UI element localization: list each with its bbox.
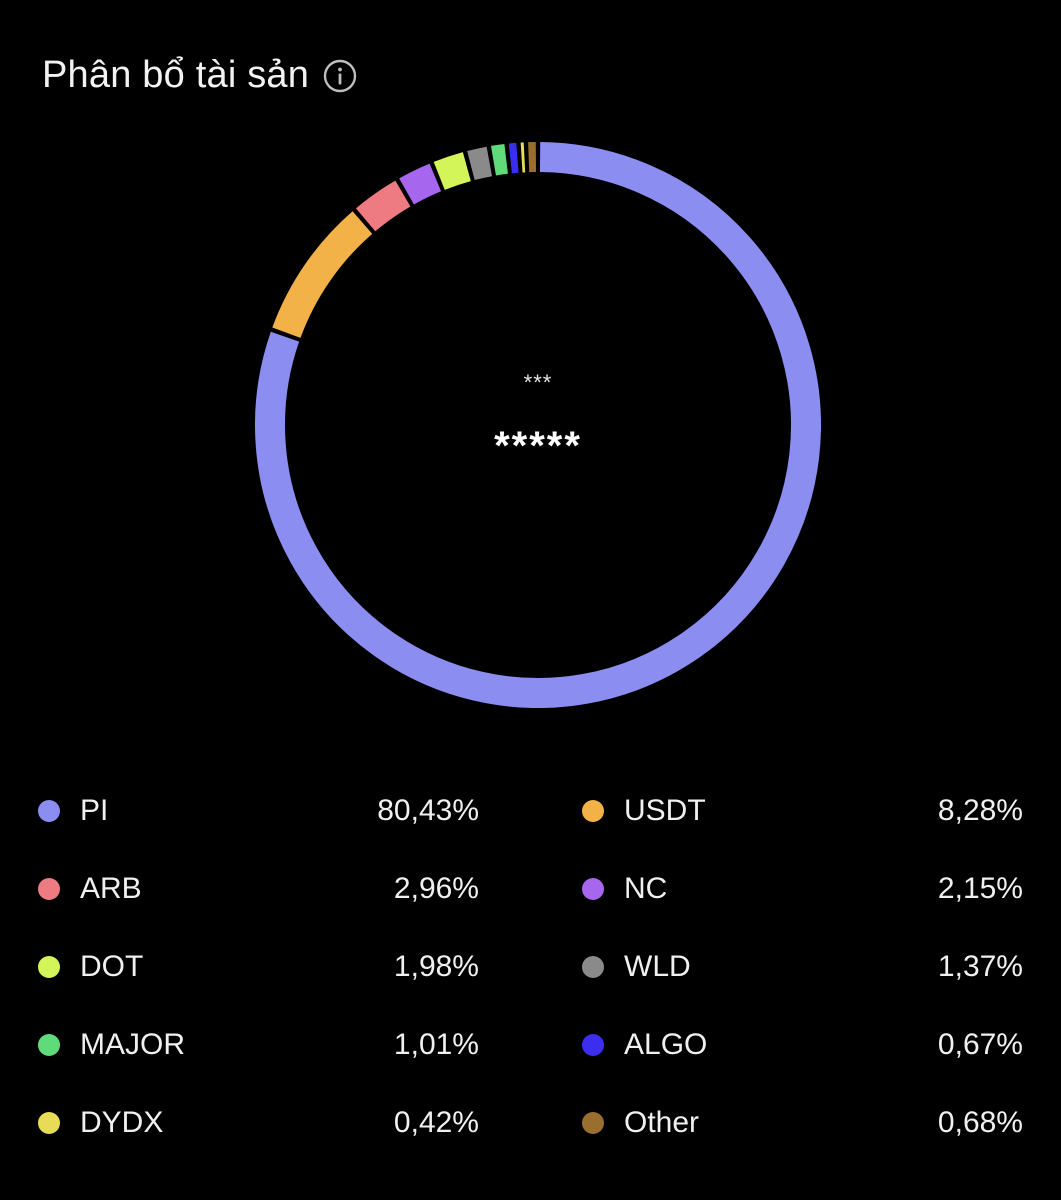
legend-item-percent: 80,43% — [377, 794, 479, 827]
legend-item-usdt[interactable]: USDT 8,28% — [582, 772, 1023, 850]
legend-item-name: Other — [624, 1106, 700, 1139]
donut-slice-wld[interactable] — [467, 146, 493, 181]
legend-item-nc[interactable]: NC 2,15% — [582, 850, 1023, 928]
donut-slice-algo[interactable] — [508, 142, 519, 174]
legend-item-percent: 8,28% — [937, 794, 1023, 827]
legend-item-pi[interactable]: PI 80,43% — [38, 772, 479, 850]
donut-slice-nc[interactable] — [399, 163, 442, 205]
legend-item-percent: 0,42% — [393, 1106, 479, 1139]
legend-item-name: DYDX — [80, 1106, 164, 1139]
legend-item-algo[interactable]: ALGO 0,67% — [582, 1006, 1023, 1084]
header: Phân bổ tài sản — [42, 54, 357, 97]
legend-item-dot[interactable]: DOT 1,98% — [38, 928, 479, 1006]
legend-item-percent: 1,01% — [393, 1028, 479, 1061]
legend-item-percent: 0,68% — [937, 1106, 1023, 1139]
donut-slice-dot[interactable] — [433, 152, 471, 190]
legend-item-name: ALGO — [624, 1028, 708, 1061]
info-icon[interactable] — [323, 59, 357, 93]
legend-dot-icon — [38, 878, 60, 900]
legend-item-name: NC — [624, 872, 668, 905]
allocation-donut-chart: *** ***** — [255, 142, 821, 708]
legend-item-wld[interactable]: WLD 1,37% — [582, 928, 1023, 1006]
legend-dot-icon — [38, 956, 60, 978]
center-hidden-balance[interactable]: ***** — [494, 424, 582, 468]
page-title: Phân bổ tài sản — [42, 54, 310, 96]
legend-item-dydx[interactable]: DYDX 0,42% — [38, 1084, 479, 1162]
legend-dot-icon — [582, 800, 604, 822]
legend-dot-icon — [38, 1034, 60, 1056]
legend-item-name: ARB — [80, 872, 142, 905]
legend-item-name: DOT — [80, 950, 144, 983]
legend-item-major[interactable]: MAJOR 1,01% — [38, 1006, 479, 1084]
legend: PI 80,43% USDT 8,28% ARB 2,96% NC 2,15% DOT 1,98%… — [38, 772, 1023, 1162]
donut-slice-pi[interactable] — [255, 142, 821, 708]
legend-dot-icon — [582, 878, 604, 900]
donut-slice-usdt[interactable] — [272, 211, 373, 339]
legend-dot-icon — [582, 1034, 604, 1056]
donut-slice-major[interactable] — [490, 144, 509, 176]
legend-item-percent: 1,37% — [937, 950, 1023, 983]
center-label: *** — [523, 370, 553, 395]
legend-item-arb[interactable]: ARB 2,96% — [38, 850, 479, 928]
legend-item-percent: 2,96% — [393, 872, 479, 905]
legend-item-percent: 1,98% — [393, 950, 479, 983]
legend-dot-icon — [582, 956, 604, 978]
legend-dot-icon — [38, 800, 60, 822]
legend-item-other[interactable]: Other 0,68% — [582, 1084, 1023, 1162]
legend-item-name: MAJOR — [80, 1028, 185, 1061]
donut-slice-arb[interactable] — [355, 180, 411, 232]
donut-svg — [255, 142, 821, 708]
legend-dot-icon — [38, 1112, 60, 1134]
legend-item-percent: 2,15% — [937, 872, 1023, 905]
legend-item-name: PI — [80, 794, 109, 827]
legend-item-percent: 0,67% — [937, 1028, 1023, 1061]
legend-dot-icon — [582, 1112, 604, 1134]
legend-item-name: USDT — [624, 794, 706, 827]
legend-item-name: WLD — [624, 950, 691, 983]
